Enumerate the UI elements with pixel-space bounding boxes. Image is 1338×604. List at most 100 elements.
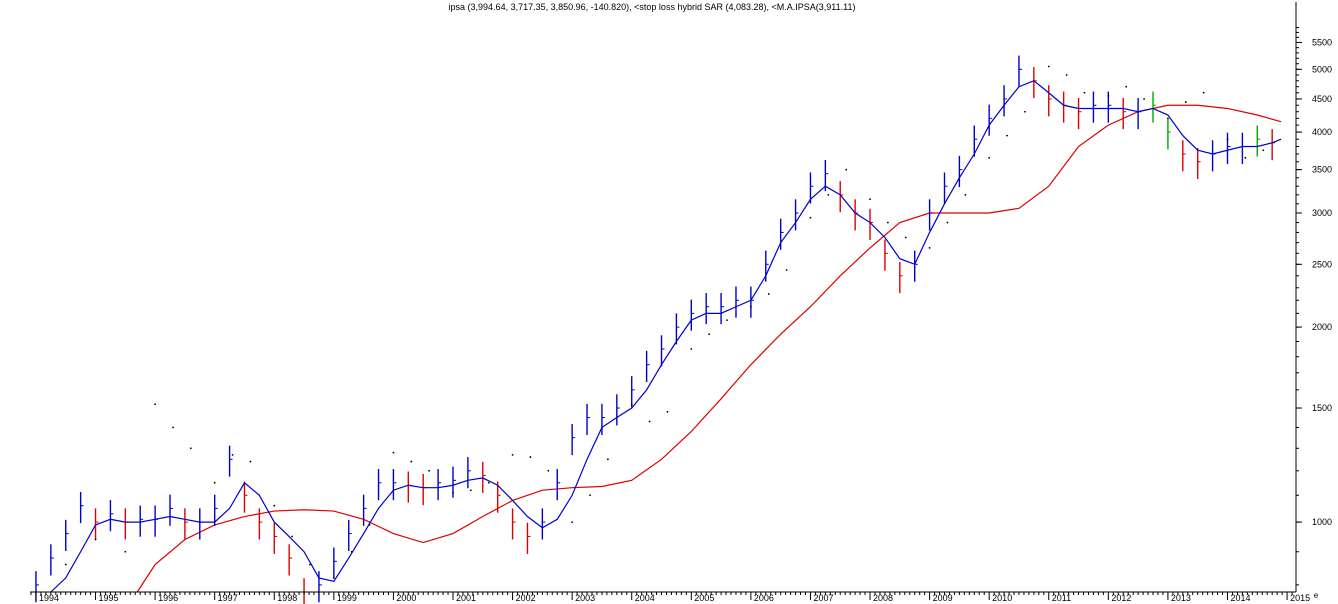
sar-dot [648, 420, 651, 423]
x-axis: 1994 1995 1996 1997 1998 1999 2000 2001 2002 2003… [30, 591, 1310, 603]
x-tick-label: 2001 [456, 593, 476, 603]
y-tick-label: 3000 [1312, 208, 1332, 218]
series-short-ma [50, 80, 1282, 593]
x-tick-label: 1999 [337, 593, 357, 603]
sar-dot [124, 550, 127, 553]
sar-dot [1184, 101, 1187, 103]
sar-dot [410, 460, 413, 463]
sar-dot [1024, 110, 1026, 113]
sar-dot [368, 524, 371, 526]
sar-dot [452, 491, 454, 494]
plot-area [35, 55, 1282, 604]
sar-dot [1065, 74, 1068, 76]
x-tick-label: 2011 [1052, 593, 1071, 603]
x-tick-label: 2015 [1290, 593, 1310, 603]
sar-dot [350, 550, 353, 553]
sar-dot [1047, 65, 1050, 68]
sar-dot [606, 458, 609, 461]
x-tick-label: 2004 [635, 593, 655, 603]
sar-dot [189, 447, 192, 450]
sar-dot [1083, 91, 1086, 94]
x-tick-label: 2009 [933, 593, 953, 603]
sar-dot [904, 236, 907, 239]
sar-dot [749, 305, 752, 308]
sar-dot [1143, 98, 1145, 100]
sar-dot [630, 403, 633, 406]
x-tick-label: 1997 [218, 593, 238, 603]
sar-dot [94, 538, 97, 541]
sar-dot [785, 269, 788, 271]
sar-dot [767, 293, 770, 295]
sar-dot [809, 216, 812, 219]
y-tick-label: 5000 [1312, 64, 1332, 74]
sar-dot [213, 481, 216, 484]
x-tick-label: 2002 [516, 593, 536, 603]
y-tick-label: 3500 [1312, 165, 1332, 175]
y-tick-label: 4500 [1312, 94, 1332, 104]
y-tick-label: 2500 [1312, 259, 1332, 269]
sar-dot [511, 453, 514, 456]
sar-dot [154, 403, 157, 406]
sar-dot [1167, 117, 1169, 120]
x-tick-label: 2005 [694, 593, 714, 603]
x-tick-label: 1996 [158, 593, 178, 603]
sar-dot [666, 410, 669, 413]
x-tick-label: 1994 [39, 593, 59, 603]
sar-dot [928, 247, 931, 249]
sar-dot [1226, 138, 1229, 141]
sar-dot [1107, 94, 1110, 97]
sar-dot [547, 469, 550, 472]
x-tick-label: 2013 [1171, 593, 1191, 603]
sar-dot [827, 193, 830, 196]
sar-dot [428, 469, 431, 472]
sar-dot [589, 494, 591, 497]
sar-dot [529, 456, 532, 458]
x-tick-label: 2007 [813, 593, 833, 603]
sar-dot [1244, 156, 1247, 159]
sar-dot [231, 453, 234, 456]
x-tick-label: 2000 [396, 593, 416, 603]
x-tick-label: 2010 [992, 593, 1012, 603]
sar-dot [291, 535, 294, 538]
sar-dot [487, 481, 490, 484]
y-tick-label: 5500 [1312, 37, 1332, 47]
series-long-ma [136, 104, 1282, 593]
x-tick-label: 2006 [754, 593, 774, 603]
sar-dot [690, 348, 693, 350]
corner-label: e [1314, 591, 1319, 600]
sar-dot [332, 577, 335, 579]
sar-dot [1202, 91, 1205, 94]
x-tick-label: 2014 [1230, 593, 1250, 603]
sar-dot [946, 221, 949, 224]
sar-dot [309, 563, 311, 566]
x-tick-label: 2008 [873, 593, 893, 603]
y-tick-label: 4000 [1312, 127, 1332, 137]
sar-dot [1262, 149, 1265, 152]
sar-dot [708, 333, 711, 336]
sar-dot [249, 460, 252, 463]
sar-dot [726, 319, 728, 322]
sar-dot [988, 156, 991, 159]
sar-dot [172, 426, 174, 429]
sar-dot [273, 504, 276, 507]
sar-dot [64, 563, 67, 566]
x-tick-label: 1995 [99, 593, 119, 603]
sar-dot [869, 198, 871, 201]
sar-dot [392, 451, 395, 454]
sar-dot [1125, 85, 1128, 88]
x-tick-label: 2003 [575, 593, 595, 603]
sar-dot [571, 521, 574, 523]
sar-dot [845, 168, 848, 171]
y-tick-label: 1500 [1312, 403, 1332, 413]
y-axis: 1000 1500 2000 2500 3000 3500 4000 4500 5000 5500 [1295, 2, 1332, 592]
chart-title: ipsa (3,994.64, 3,717.35, 3,850.96, -140… [449, 2, 856, 12]
x-tick-label: 2012 [1111, 593, 1131, 603]
sar-dot [887, 221, 889, 224]
sar-dot [964, 193, 967, 196]
x-tick-label: 1998 [277, 593, 297, 603]
sar-dot [1006, 134, 1008, 137]
y-tick-label: 1000 [1312, 517, 1332, 527]
sar-dot [469, 489, 472, 492]
y-tick-label: 2000 [1312, 322, 1332, 332]
